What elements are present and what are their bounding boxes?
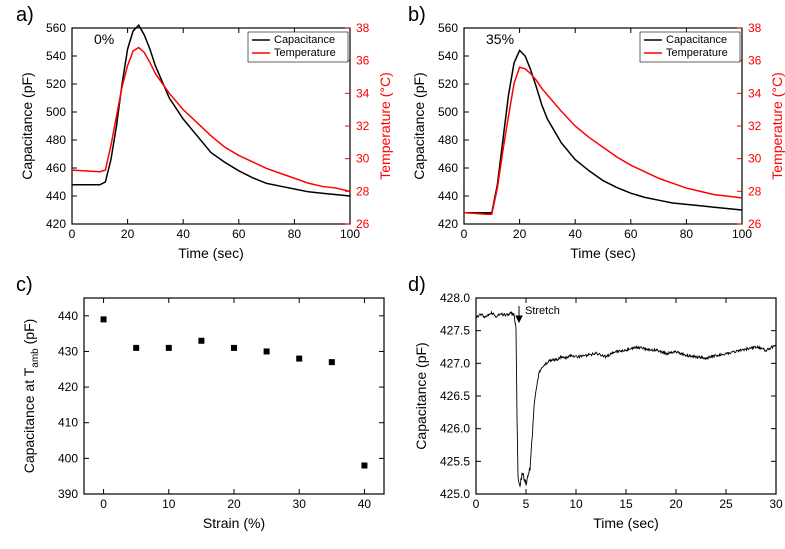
svg-text:Capacitance (pF): Capacitance (pF) (19, 72, 35, 179)
svg-text:Capacitance: Capacitance (274, 34, 335, 46)
panel-c-chart: 0 10 20 30 40 Strain (%) 390 400 410 420 430 440 Cap… (10, 270, 402, 540)
svg-text:5: 5 (523, 497, 530, 511)
svg-text:560: 560 (46, 21, 66, 35)
svg-text:425.0: 425.0 (440, 487, 470, 501)
panel-b-label: b) (408, 4, 426, 27)
svg-text:20: 20 (513, 227, 527, 241)
svg-text:520: 520 (438, 77, 458, 91)
svg-text:25: 25 (719, 497, 733, 511)
svg-text:480: 480 (438, 133, 458, 147)
svg-text:426.5: 426.5 (440, 389, 470, 403)
svg-text:Temperature: Temperature (666, 47, 728, 59)
svg-text:30: 30 (769, 497, 783, 511)
svg-text:420: 420 (438, 217, 458, 231)
svg-text:10: 10 (569, 497, 583, 511)
svg-text:426.0: 426.0 (440, 422, 470, 436)
svg-text:38: 38 (748, 21, 762, 35)
svg-text:430: 430 (58, 344, 78, 358)
svg-text:35%: 35% (486, 31, 514, 47)
panel-d: d) 0 5 10 15 20 25 30 Time (sec) 425.0 425.5 426.0… (402, 270, 785, 540)
svg-text:400: 400 (58, 451, 78, 465)
svg-text:Time (sec): Time (sec) (178, 245, 244, 261)
svg-text:Capacitance (pF): Capacitance (pF) (411, 72, 427, 179)
svg-text:500: 500 (46, 105, 66, 119)
panel-d-chart: 0 5 10 15 20 25 30 Time (sec) 425.0 425.5 426.0 426… (402, 270, 785, 540)
svg-text:480: 480 (46, 133, 66, 147)
svg-text:36: 36 (748, 54, 762, 68)
svg-text:440: 440 (58, 309, 78, 323)
svg-text:Strain (%): Strain (%) (203, 515, 265, 531)
panel-a-label: a) (16, 4, 34, 27)
svg-text:Capacitance (pF): Capacitance (pF) (413, 342, 429, 449)
svg-text:32: 32 (748, 119, 762, 133)
panel-a-chart: 020406080100Time (sec)420440460480500520… (10, 0, 402, 270)
svg-text:40: 40 (569, 227, 583, 241)
svg-text:40: 40 (177, 227, 191, 241)
svg-text:460: 460 (438, 161, 458, 175)
svg-text:28: 28 (748, 184, 762, 198)
panel-c: c) 0 10 20 30 40 Strain (%) 390 400 410 420 430 440… (10, 270, 402, 540)
svg-text:26: 26 (356, 217, 370, 231)
svg-text:0: 0 (69, 227, 76, 241)
svg-text:10: 10 (162, 497, 176, 511)
svg-text:32: 32 (356, 119, 370, 133)
panel-b-chart: 020406080100Time (sec)420440460480500520… (402, 0, 785, 270)
svg-text:Temperature (°C): Temperature (°C) (377, 72, 393, 180)
svg-text:80: 80 (288, 227, 302, 241)
svg-text:420: 420 (58, 380, 78, 394)
svg-text:40: 40 (358, 497, 372, 511)
svg-text:Time (sec): Time (sec) (570, 245, 636, 261)
svg-text:520: 520 (46, 77, 66, 91)
svg-text:Time (sec): Time (sec) (593, 515, 659, 531)
svg-text:460: 460 (46, 161, 66, 175)
svg-text:420: 420 (46, 217, 66, 231)
svg-text:60: 60 (232, 227, 246, 241)
svg-text:Stretch: Stretch (525, 305, 560, 317)
svg-text:15: 15 (619, 497, 633, 511)
panel-b: b) 020406080100Time (sec)420440460480500… (402, 0, 785, 270)
svg-text:30: 30 (748, 152, 762, 166)
svg-text:410: 410 (58, 416, 78, 430)
svg-text:540: 540 (46, 49, 66, 63)
svg-text:60: 60 (624, 227, 638, 241)
svg-text:Capacitance: Capacitance (666, 34, 727, 46)
panel-d-label: d) (408, 274, 426, 297)
svg-text:20: 20 (121, 227, 135, 241)
svg-text:Capacitance at Tamb (pF): Capacitance at Tamb (pF) (21, 319, 41, 474)
svg-text:30: 30 (293, 497, 307, 511)
svg-text:390: 390 (58, 487, 78, 501)
svg-text:500: 500 (438, 105, 458, 119)
svg-text:540: 540 (438, 49, 458, 63)
svg-text:427.0: 427.0 (440, 356, 470, 370)
svg-text:0%: 0% (94, 31, 114, 47)
panel-c-label: c) (16, 274, 33, 297)
svg-text:30: 30 (356, 152, 370, 166)
svg-text:440: 440 (46, 189, 66, 203)
svg-text:440: 440 (438, 189, 458, 203)
svg-text:0: 0 (100, 497, 107, 511)
svg-text:560: 560 (438, 21, 458, 35)
svg-text:Temperature: Temperature (274, 47, 336, 59)
svg-text:38: 38 (356, 21, 370, 35)
figure-grid: a) 020406080100Time (sec)420440460480500… (0, 0, 785, 549)
svg-text:Temperature (°C): Temperature (°C) (769, 72, 785, 180)
svg-text:28: 28 (356, 184, 370, 198)
svg-text:26: 26 (748, 217, 762, 231)
svg-text:20: 20 (669, 497, 683, 511)
svg-text:80: 80 (680, 227, 694, 241)
svg-text:425.5: 425.5 (440, 454, 470, 468)
svg-text:428.0: 428.0 (440, 291, 470, 305)
panel-a: a) 020406080100Time (sec)420440460480500… (10, 0, 402, 270)
svg-text:0: 0 (473, 497, 480, 511)
svg-text:34: 34 (356, 86, 370, 100)
svg-text:34: 34 (748, 86, 762, 100)
svg-text:36: 36 (356, 54, 370, 68)
svg-text:0: 0 (461, 227, 468, 241)
svg-text:427.5: 427.5 (440, 324, 470, 338)
svg-text:20: 20 (227, 497, 241, 511)
